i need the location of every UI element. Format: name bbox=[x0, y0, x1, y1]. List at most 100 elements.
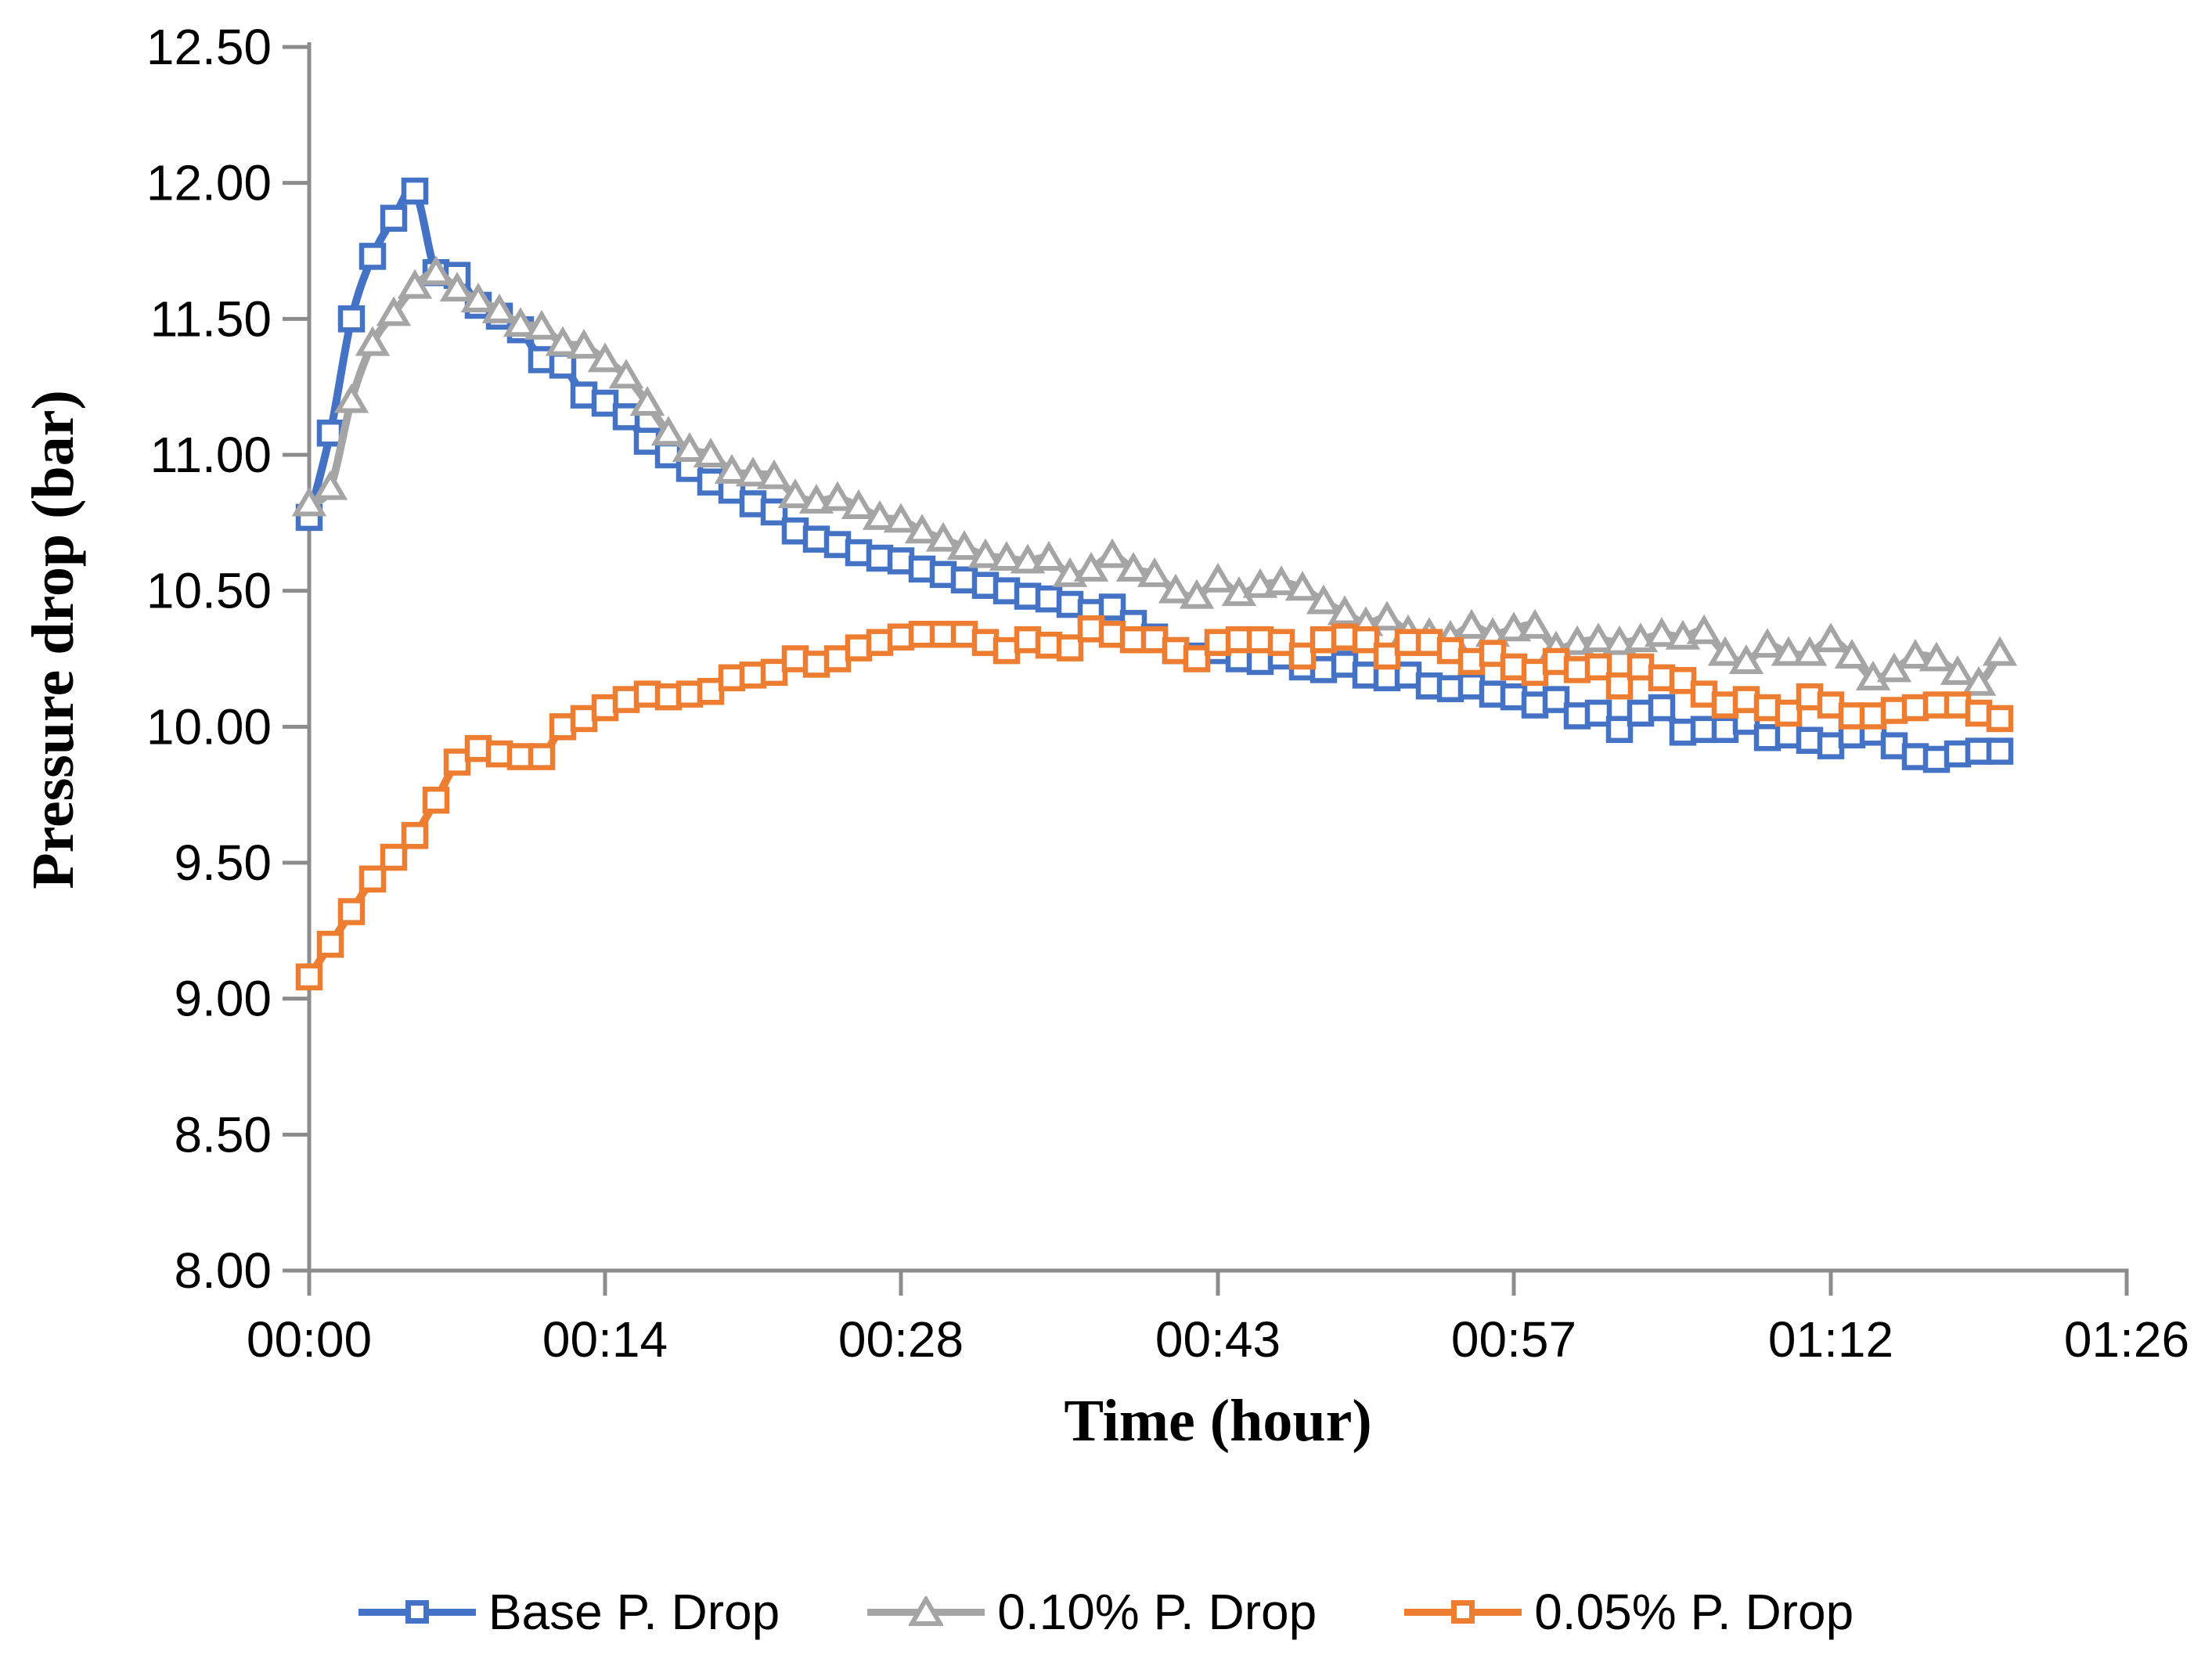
x-tick-label: 00:00 bbox=[247, 1311, 372, 1368]
square-marker-icon bbox=[1584, 699, 1612, 727]
square-marker-icon bbox=[1648, 694, 1676, 722]
triangle-marker-icon bbox=[693, 438, 729, 467]
square-marker-icon bbox=[1288, 642, 1317, 670]
legend-label: Base P. Drop bbox=[488, 1584, 780, 1640]
square-marker-icon bbox=[316, 419, 344, 447]
square-marker-icon bbox=[549, 713, 577, 741]
triangle-marker-icon bbox=[1834, 639, 1870, 669]
square-marker-icon bbox=[358, 865, 387, 893]
legend: Base P. Drop 0.10% P. Drop 0.05% P. Drop bbox=[0, 1583, 2212, 1641]
triangle-marker-icon bbox=[967, 538, 1003, 568]
triangle-marker-icon bbox=[1263, 565, 1299, 596]
triangle-marker-icon bbox=[1179, 579, 1215, 609]
square-marker-icon bbox=[1014, 625, 1042, 654]
legend-item-005-p-drop: 0.05% P. Drop bbox=[1404, 1583, 1854, 1641]
square-marker-icon bbox=[380, 843, 408, 871]
triangle-marker-icon bbox=[587, 342, 623, 373]
triangle-marker-icon bbox=[333, 383, 369, 413]
triangle-marker-icon bbox=[862, 499, 898, 530]
triangle-marker-icon bbox=[883, 503, 919, 533]
square-marker-icon bbox=[1563, 702, 1591, 730]
square-marker-icon bbox=[1267, 629, 1295, 656]
triangle-marker-icon bbox=[1010, 543, 1046, 574]
square-marker-icon bbox=[1098, 593, 1126, 621]
x-axis-title: Time (hour) bbox=[1064, 1388, 1372, 1454]
y-tick-label: 10.00 bbox=[146, 698, 272, 755]
triangle-marker-icon bbox=[1897, 639, 1933, 669]
legend-line-square-marker-icon bbox=[1404, 1595, 1522, 1629]
y-tick-label: 8.50 bbox=[174, 1106, 272, 1163]
square-marker-icon bbox=[1605, 716, 1634, 744]
triangle-marker-icon bbox=[1158, 573, 1194, 604]
square-marker-icon bbox=[591, 389, 619, 417]
square-marker-icon bbox=[845, 539, 873, 567]
square-marker-icon bbox=[908, 555, 936, 583]
square-marker-icon bbox=[887, 623, 915, 651]
triangle-marker-icon bbox=[1306, 584, 1342, 615]
square-marker-icon bbox=[1986, 737, 2014, 765]
triangle-marker-icon bbox=[1707, 636, 1743, 666]
square-marker-icon bbox=[316, 930, 344, 958]
triangle-marker-icon bbox=[904, 514, 940, 544]
triangle-marker-icon bbox=[545, 326, 581, 356]
legend-item-010-p-drop: 0.10% P. Drop bbox=[867, 1583, 1317, 1641]
triangle-marker-icon bbox=[925, 521, 961, 552]
triangle-marker-icon bbox=[566, 329, 602, 359]
triangle-marker-icon bbox=[481, 293, 517, 323]
y-tick-label: 12.50 bbox=[146, 19, 272, 75]
square-marker-icon bbox=[1859, 702, 1887, 730]
x-tick-label: 00:28 bbox=[838, 1311, 964, 1368]
square-marker-icon bbox=[337, 898, 366, 925]
triangle-marker-icon bbox=[460, 283, 496, 313]
triangle-marker-icon bbox=[1644, 617, 1680, 647]
triangle-marker-icon bbox=[1771, 636, 1807, 666]
square-marker-icon bbox=[358, 243, 387, 270]
triangle-marker-icon bbox=[1940, 654, 1976, 685]
legend-line-triangle-marker-icon bbox=[867, 1595, 985, 1629]
triangle-marker-icon bbox=[1369, 600, 1405, 631]
triangle-marker-icon bbox=[1137, 557, 1173, 587]
square-marker-icon bbox=[1774, 699, 1803, 727]
triangle-marker-icon bbox=[1221, 576, 1257, 607]
square-marker-icon bbox=[1331, 623, 1359, 651]
square-marker-icon bbox=[993, 636, 1021, 665]
square-marker-icon bbox=[401, 822, 429, 849]
square-marker-icon bbox=[1077, 615, 1105, 643]
y-tick-label: 11.00 bbox=[150, 427, 272, 483]
y-tick-label: 9.50 bbox=[174, 835, 272, 891]
square-marker-icon bbox=[1986, 705, 2014, 733]
legend-line-square-marker-icon bbox=[358, 1595, 476, 1629]
triangle-marker-icon bbox=[1686, 614, 1722, 644]
y-axis-title: Pressure drop (bar) bbox=[20, 390, 86, 889]
triangle-marker-icon bbox=[1115, 551, 1151, 582]
square-marker-icon bbox=[528, 346, 556, 373]
square-marker-icon bbox=[633, 680, 661, 708]
triangle-marker-icon bbox=[1327, 595, 1363, 625]
square-marker-icon bbox=[718, 664, 746, 692]
triangle-marker-icon bbox=[1982, 636, 2018, 666]
square-marker-icon bbox=[1056, 634, 1084, 662]
square-marker-icon bbox=[1352, 625, 1380, 654]
x-tick-label: 00:43 bbox=[1155, 1311, 1281, 1368]
triangle-marker-icon bbox=[1094, 538, 1130, 568]
x-tick-label: 01:26 bbox=[2064, 1311, 2189, 1368]
square-marker-icon bbox=[1035, 631, 1063, 659]
square-marker-icon bbox=[1817, 732, 1845, 759]
triangle-marker-icon bbox=[777, 478, 813, 509]
triangle-marker-icon bbox=[1559, 625, 1595, 655]
triangle-marker-icon bbox=[629, 386, 665, 416]
triangle-marker-icon bbox=[1961, 665, 1997, 696]
legend-item-base-p-drop: Base P. Drop bbox=[358, 1583, 780, 1641]
square-marker-icon bbox=[760, 658, 788, 687]
square-marker-icon bbox=[1605, 672, 1634, 700]
legend-label: 0.10% P. Drop bbox=[997, 1584, 1317, 1640]
triangle-marker-icon bbox=[946, 530, 982, 561]
triangle-marker-icon bbox=[376, 296, 412, 326]
triangle-marker-icon bbox=[841, 489, 877, 519]
square-marker-icon bbox=[612, 403, 640, 431]
square-marker-icon bbox=[1711, 691, 1739, 719]
square-marker-icon bbox=[1542, 686, 1570, 713]
square-marker-icon bbox=[1436, 636, 1464, 665]
square-marker-icon bbox=[1542, 647, 1570, 676]
